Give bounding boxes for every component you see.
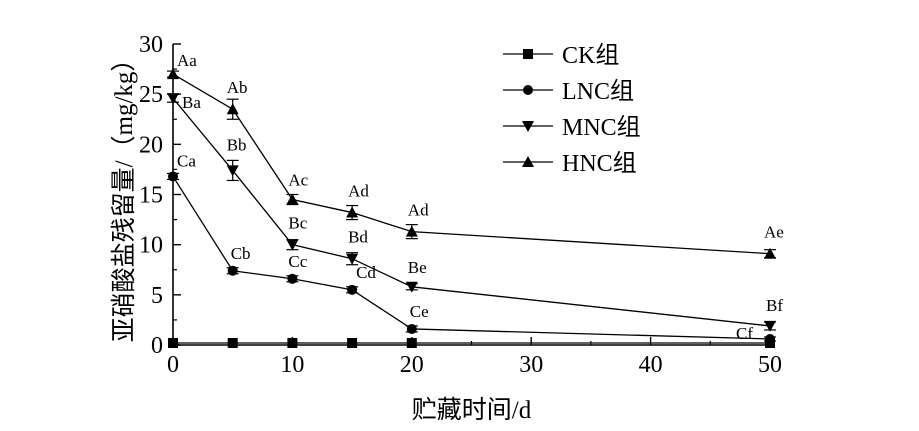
data-point bbox=[764, 247, 776, 259]
y-tick-label: 10 bbox=[139, 233, 163, 259]
y-tick-label: 0 bbox=[151, 333, 163, 359]
x-tick-label: 40 bbox=[639, 352, 663, 378]
data-label: Ae bbox=[764, 223, 784, 242]
data-label: Bb bbox=[227, 135, 247, 154]
data-point bbox=[168, 337, 178, 348]
legend-marker bbox=[523, 49, 533, 59]
data-label: Ac bbox=[288, 171, 308, 190]
data-point bbox=[765, 333, 775, 344]
data-point bbox=[346, 206, 359, 218]
x-tick-label: 30 bbox=[519, 352, 543, 378]
data-point bbox=[405, 281, 418, 293]
data-label: Cf bbox=[736, 324, 753, 343]
data-label: Ad bbox=[348, 182, 369, 201]
series-3: Ba Bb Bc Bd Be Bf bbox=[167, 93, 783, 332]
axes: 0 10 20 30 40 50 0 5 10 15 20 25 30 bbox=[139, 32, 782, 378]
series-4: Aa Ab Ac Ad Ad Ae bbox=[167, 51, 784, 259]
y-tick-label: 25 bbox=[139, 82, 163, 108]
legend-label: CK组 bbox=[562, 42, 619, 69]
y-axis-title: 亚硝酸盐残留量/（mg/kg） bbox=[110, 47, 138, 343]
data-point bbox=[405, 225, 418, 237]
legend: CK组 LNC组 MNC组 HNC组 bbox=[503, 42, 641, 177]
data-label: Bd bbox=[348, 228, 368, 247]
data-point bbox=[406, 323, 417, 334]
data-label: Ab bbox=[227, 78, 248, 97]
y-tick-label: 15 bbox=[139, 183, 163, 209]
data-point bbox=[167, 68, 179, 80]
y-tick-label: 5 bbox=[151, 283, 163, 309]
data-point bbox=[227, 337, 238, 348]
x-tick-label: 50 bbox=[758, 352, 782, 378]
data-point bbox=[226, 165, 239, 177]
data-label: Bf bbox=[766, 296, 783, 315]
data-point bbox=[286, 193, 299, 205]
legend-item: MNC组 bbox=[503, 114, 641, 141]
legend-marker bbox=[522, 121, 534, 132]
x-tick-label: 10 bbox=[280, 352, 304, 378]
x-axis-title: 贮藏时间/d bbox=[412, 396, 532, 424]
data-point bbox=[287, 337, 298, 348]
data-label: Ce bbox=[410, 302, 429, 321]
y-tick-label: 20 bbox=[139, 132, 163, 158]
legend-label: MNC组 bbox=[562, 114, 641, 141]
data-point bbox=[227, 265, 238, 276]
legend-label: LNC组 bbox=[562, 78, 634, 105]
data-label: Aa bbox=[177, 51, 197, 70]
x-tick-label: 0 bbox=[167, 352, 179, 378]
legend-label: HNC组 bbox=[562, 150, 637, 177]
data-point bbox=[167, 93, 179, 105]
data-point bbox=[764, 320, 776, 332]
series-line bbox=[172, 73, 771, 255]
series-line bbox=[172, 176, 771, 340]
data-label: Ad bbox=[408, 201, 429, 220]
data-label: Ca bbox=[177, 151, 196, 170]
series-1 bbox=[168, 337, 775, 348]
series-line bbox=[172, 97, 771, 327]
data-point bbox=[168, 171, 178, 182]
data-point bbox=[347, 337, 358, 348]
legend-marker bbox=[523, 85, 533, 95]
legend-marker bbox=[522, 156, 534, 167]
legend-item: CK组 bbox=[503, 42, 619, 69]
data-label: Cb bbox=[231, 244, 251, 263]
legend-item: HNC组 bbox=[503, 150, 637, 177]
data-label: Bc bbox=[288, 214, 307, 233]
legend-item: LNC组 bbox=[503, 78, 634, 105]
data-label: Cc bbox=[288, 252, 307, 271]
data-point bbox=[286, 239, 299, 251]
data-point bbox=[347, 284, 358, 295]
y-tick-label: 30 bbox=[139, 32, 163, 58]
data-point bbox=[406, 337, 417, 348]
data-point bbox=[346, 253, 359, 265]
x-tick-label: 20 bbox=[400, 352, 424, 378]
data-label: Be bbox=[408, 258, 427, 277]
data-point bbox=[287, 273, 298, 284]
data-label: Ba bbox=[182, 93, 201, 112]
data-point bbox=[226, 103, 239, 115]
